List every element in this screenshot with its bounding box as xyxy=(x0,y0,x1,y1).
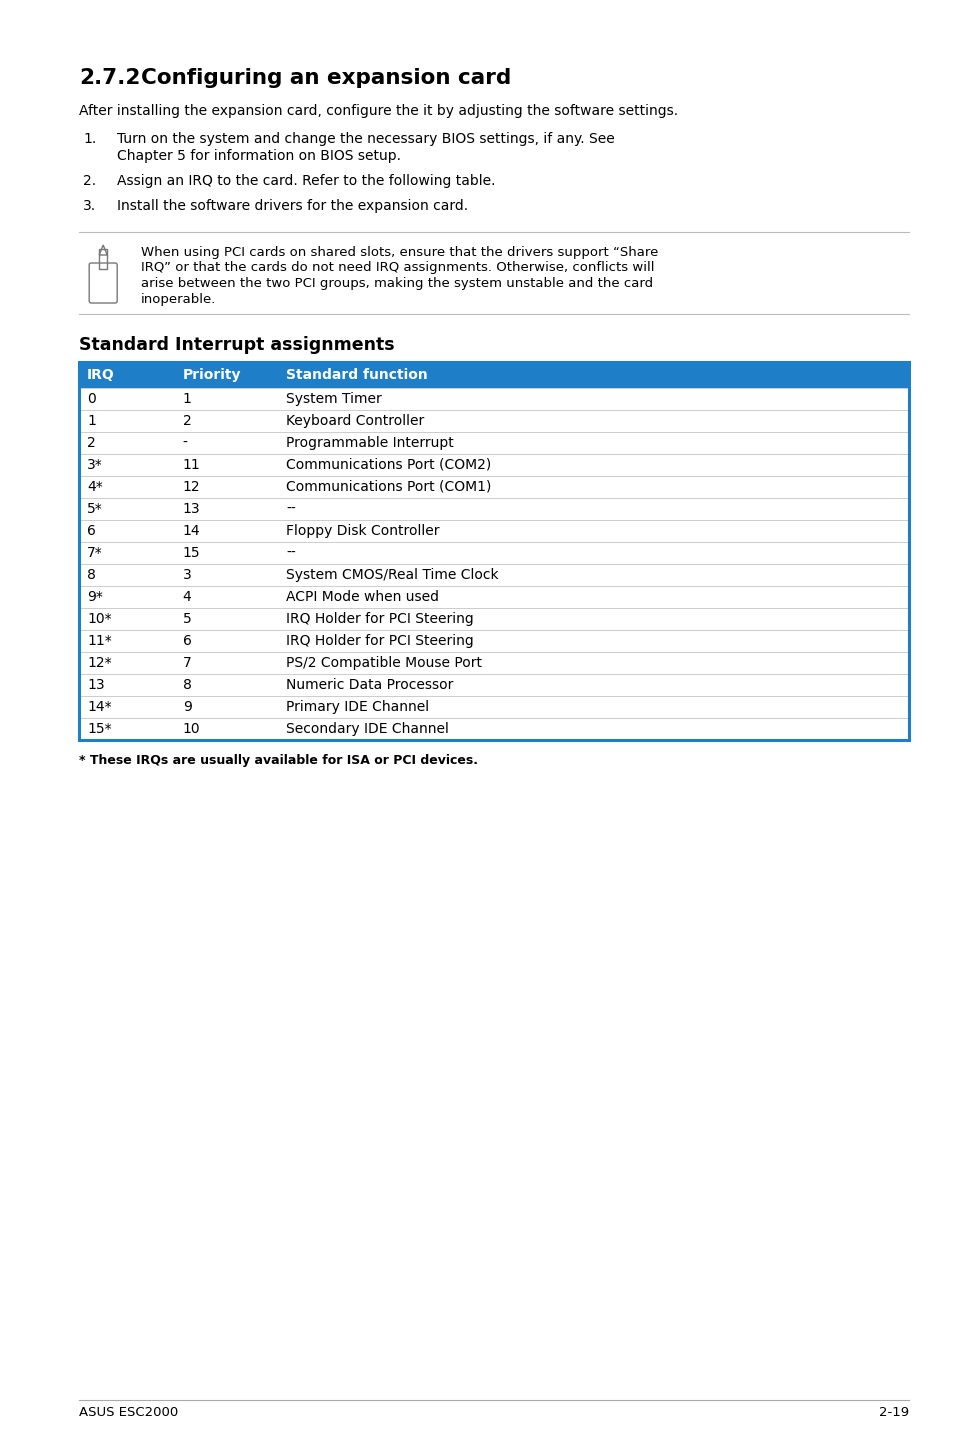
Bar xyxy=(79,410,908,431)
Text: After installing the expansion card, configure the it by adjusting the software : After installing the expansion card, con… xyxy=(79,104,678,118)
Text: IRQ Holder for PCI Steering: IRQ Holder for PCI Steering xyxy=(286,634,474,649)
Text: 8: 8 xyxy=(182,677,192,692)
Text: 1.: 1. xyxy=(83,132,96,147)
Bar xyxy=(79,388,908,410)
Text: 2.: 2. xyxy=(83,174,96,188)
Text: 13: 13 xyxy=(182,502,200,516)
Bar xyxy=(79,564,908,587)
Bar xyxy=(79,674,908,696)
Bar xyxy=(79,362,908,741)
Text: 11: 11 xyxy=(182,457,200,472)
Text: 5*: 5* xyxy=(87,502,103,516)
Text: 5: 5 xyxy=(182,613,192,626)
Text: 9*: 9* xyxy=(87,590,103,604)
Text: ASUS ESC2000: ASUS ESC2000 xyxy=(79,1406,178,1419)
Text: IRQ” or that the cards do not need IRQ assignments. Otherwise, conflicts will: IRQ” or that the cards do not need IRQ a… xyxy=(141,262,654,275)
Text: 7*: 7* xyxy=(87,546,103,559)
Bar xyxy=(79,696,908,718)
Bar xyxy=(79,431,908,454)
Text: 4: 4 xyxy=(182,590,192,604)
Text: 13: 13 xyxy=(87,677,105,692)
Bar xyxy=(79,521,908,542)
Text: Turn on the system and change the necessary BIOS settings, if any. See: Turn on the system and change the necess… xyxy=(117,132,615,147)
Bar xyxy=(79,498,908,521)
Text: Communications Port (COM1): Communications Port (COM1) xyxy=(286,480,491,495)
Text: -: - xyxy=(182,436,188,450)
Text: IRQ: IRQ xyxy=(87,368,114,383)
Text: inoperable.: inoperable. xyxy=(141,292,216,305)
Text: 6: 6 xyxy=(87,523,96,538)
Bar xyxy=(79,718,908,741)
Text: --: -- xyxy=(286,502,295,516)
Text: 15*: 15* xyxy=(87,722,112,736)
Text: System Timer: System Timer xyxy=(286,393,382,406)
Text: Secondary IDE Channel: Secondary IDE Channel xyxy=(286,722,449,736)
Text: 1: 1 xyxy=(182,393,192,406)
Text: ACPI Mode when used: ACPI Mode when used xyxy=(286,590,439,604)
Bar xyxy=(79,587,908,608)
Text: PS/2 Compatible Mouse Port: PS/2 Compatible Mouse Port xyxy=(286,656,482,670)
Text: Numeric Data Processor: Numeric Data Processor xyxy=(286,677,454,692)
Text: 1: 1 xyxy=(87,414,96,429)
Text: 3*: 3* xyxy=(87,457,103,472)
Text: 11*: 11* xyxy=(87,634,112,649)
Text: Priority: Priority xyxy=(182,368,241,383)
Text: 4*: 4* xyxy=(87,480,103,495)
Text: Floppy Disk Controller: Floppy Disk Controller xyxy=(286,523,439,538)
Bar xyxy=(79,630,908,651)
Text: Communications Port (COM2): Communications Port (COM2) xyxy=(286,457,491,472)
Text: arise between the two PCI groups, making the system unstable and the card: arise between the two PCI groups, making… xyxy=(141,278,653,290)
Text: 3.: 3. xyxy=(83,198,96,213)
Text: 9: 9 xyxy=(182,700,192,715)
Bar xyxy=(79,476,908,498)
Text: Chapter 5 for information on BIOS setup.: Chapter 5 for information on BIOS setup. xyxy=(117,150,401,162)
Bar xyxy=(99,249,107,269)
Text: 14*: 14* xyxy=(87,700,112,715)
Bar xyxy=(79,542,908,564)
Text: 8: 8 xyxy=(87,568,96,582)
Text: 0: 0 xyxy=(87,393,96,406)
Text: 3: 3 xyxy=(182,568,192,582)
Text: 12: 12 xyxy=(182,480,200,495)
Text: When using PCI cards on shared slots, ensure that the drivers support “Share: When using PCI cards on shared slots, en… xyxy=(141,246,658,259)
Text: Standard function: Standard function xyxy=(286,368,428,383)
Text: IRQ Holder for PCI Steering: IRQ Holder for PCI Steering xyxy=(286,613,474,626)
Text: System CMOS/Real Time Clock: System CMOS/Real Time Clock xyxy=(286,568,498,582)
Bar xyxy=(79,454,908,476)
Text: 14: 14 xyxy=(182,523,200,538)
Text: Primary IDE Channel: Primary IDE Channel xyxy=(286,700,429,715)
Bar xyxy=(79,608,908,630)
Text: * These IRQs are usually available for ISA or PCI devices.: * These IRQs are usually available for I… xyxy=(79,754,477,766)
Text: Standard Interrupt assignments: Standard Interrupt assignments xyxy=(79,336,395,354)
Text: 2: 2 xyxy=(87,436,96,450)
Text: Configuring an expansion card: Configuring an expansion card xyxy=(141,68,511,88)
Text: 2.7.2: 2.7.2 xyxy=(79,68,140,88)
Text: --: -- xyxy=(286,546,295,559)
Text: Programmable Interrupt: Programmable Interrupt xyxy=(286,436,454,450)
Text: 2-19: 2-19 xyxy=(878,1406,908,1419)
Text: 2: 2 xyxy=(182,414,192,429)
Text: Keyboard Controller: Keyboard Controller xyxy=(286,414,424,429)
Bar xyxy=(79,651,908,674)
Text: 10*: 10* xyxy=(87,613,112,626)
Text: 7: 7 xyxy=(182,656,192,670)
Text: Assign an IRQ to the card. Refer to the following table.: Assign an IRQ to the card. Refer to the … xyxy=(117,174,496,188)
Bar xyxy=(79,362,908,388)
Text: 10: 10 xyxy=(182,722,200,736)
Text: 12*: 12* xyxy=(87,656,112,670)
Text: Install the software drivers for the expansion card.: Install the software drivers for the exp… xyxy=(117,198,468,213)
Text: 6: 6 xyxy=(182,634,192,649)
Text: 15: 15 xyxy=(182,546,200,559)
